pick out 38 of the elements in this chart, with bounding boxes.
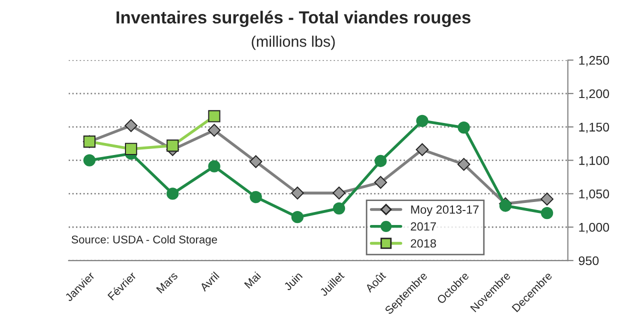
- chart-subtitle: (millions lbs): [252, 36, 335, 50]
- point: [499, 200, 512, 212]
- point: [124, 142, 138, 156]
- legend-label: Moy 2013-17: [411, 205, 479, 216]
- point: [83, 154, 96, 166]
- y-tick-label: 1,100: [579, 156, 610, 166]
- y-tick-label: 1,200: [579, 89, 610, 100]
- point: [457, 158, 470, 171]
- point: [332, 186, 346, 200]
- annotation: Source: USDA - Cold Storage: [72, 235, 218, 246]
- point: [416, 114, 428, 127]
- point: [291, 211, 304, 224]
- chart-title: Inventaires surgelés - Total viandes rouges: [116, 10, 470, 28]
- point: [374, 154, 387, 168]
- point: [374, 176, 388, 189]
- point: [208, 110, 220, 122]
- point: [166, 188, 179, 200]
- point: [208, 160, 220, 172]
- point: [124, 119, 138, 132]
- x-tick-label: Juin: [283, 271, 303, 291]
- y-tick-label: 1,150: [579, 122, 610, 134]
- y-tick-label: 950: [578, 256, 599, 266]
- point: [291, 186, 304, 200]
- x-tick-label: Mai: [244, 271, 262, 289]
- legend-label: 2018: [410, 239, 436, 248]
- y-tick-label: 1,000: [579, 222, 610, 234]
- point: [458, 122, 470, 134]
- point: [208, 124, 221, 137]
- y-tick-label: 1,250: [579, 56, 610, 66]
- legend-label: 2017: [410, 222, 436, 231]
- point: [166, 140, 179, 152]
- point: [416, 143, 429, 156]
- point: [250, 190, 262, 204]
- point: [540, 192, 554, 206]
- y-tick-label: 1,050: [579, 190, 610, 200]
- point: [332, 202, 346, 214]
- point: [249, 155, 262, 168]
- point: [540, 207, 554, 220]
